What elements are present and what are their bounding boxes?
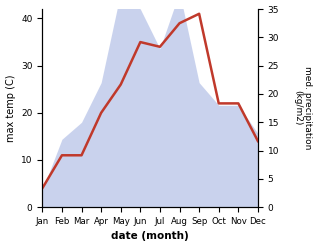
X-axis label: date (month): date (month)	[111, 231, 189, 242]
Y-axis label: med. precipitation
(kg/m2): med. precipitation (kg/m2)	[293, 66, 313, 150]
Y-axis label: max temp (C): max temp (C)	[5, 74, 16, 142]
